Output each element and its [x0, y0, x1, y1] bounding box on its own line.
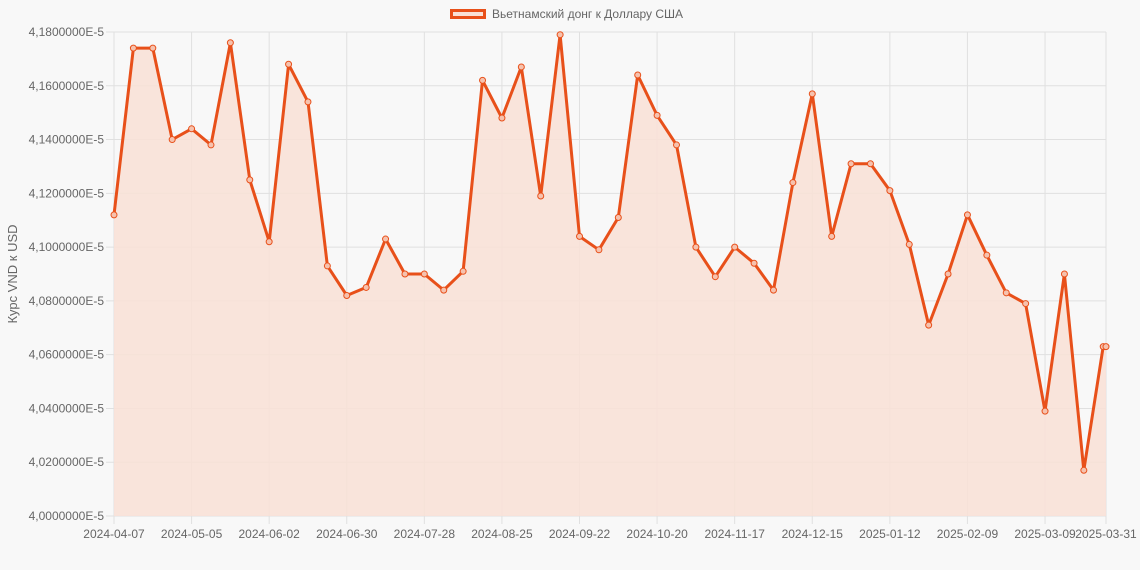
- data-point-marker: [808, 90, 816, 98]
- legend-item[interactable]: Вьетнамский донг к Доллару США: [450, 7, 683, 21]
- data-point-marker: [382, 235, 390, 243]
- data-point-marker: [866, 160, 874, 168]
- data-point-marker: [304, 98, 312, 106]
- y-tick-label: 4,0600000E-5: [29, 348, 105, 362]
- data-point-marker: [343, 292, 351, 300]
- x-tick-label: 2024-06-30: [316, 527, 378, 541]
- data-point-marker: [692, 243, 700, 251]
- y-tick-label: 4,0400000E-5: [29, 401, 105, 415]
- data-point-marker: [576, 232, 584, 240]
- data-point-marker: [828, 232, 836, 240]
- x-tick-label: 2024-09-22: [549, 527, 611, 541]
- x-tick-label: 2024-12-15: [782, 527, 844, 541]
- data-point-marker: [711, 273, 719, 281]
- y-tick-label: 4,1800000E-5: [29, 25, 105, 39]
- y-tick-label: 4,1600000E-5: [29, 79, 105, 93]
- y-tick-label: 4,1200000E-5: [29, 186, 105, 200]
- data-point-marker: [226, 39, 234, 47]
- x-tick-label: 2024-11-17: [704, 527, 765, 541]
- data-point-marker: [769, 286, 777, 294]
- x-tick-label: 2025-03-09: [1014, 527, 1076, 541]
- data-point-marker: [925, 321, 933, 329]
- data-point-marker: [944, 270, 952, 278]
- data-point-marker: [556, 31, 564, 39]
- area-fill: [114, 34, 1106, 516]
- data-point-marker: [479, 76, 487, 84]
- data-point-marker: [323, 262, 331, 270]
- data-point-marker: [401, 270, 409, 278]
- data-point-marker: [963, 211, 971, 219]
- data-point-marker: [731, 243, 739, 251]
- data-point-marker: [246, 176, 254, 184]
- data-point-marker: [517, 63, 525, 71]
- x-tick-label: 2025-01-12: [859, 527, 921, 541]
- y-tick-label: 4,1400000E-5: [29, 133, 105, 147]
- y-tick-label: 4,1000000E-5: [29, 240, 105, 254]
- data-point-marker: [207, 141, 215, 149]
- data-point-marker: [188, 125, 196, 133]
- data-point-marker: [362, 283, 370, 291]
- data-point-marker: [1060, 270, 1068, 278]
- x-tick-label: 2024-05-05: [161, 527, 223, 541]
- data-point-marker: [847, 160, 855, 168]
- data-point-marker: [886, 187, 894, 195]
- x-tick-label: 2025-03-31: [1075, 527, 1137, 541]
- y-axis-title: Курс VND к USD: [5, 224, 20, 323]
- y-tick-label: 4,0800000E-5: [29, 294, 105, 308]
- x-tick-label: 2024-04-07: [83, 527, 145, 541]
- data-point-marker: [1022, 300, 1030, 308]
- data-point-marker: [789, 179, 797, 187]
- data-point-marker: [614, 214, 622, 222]
- x-tick-label: 2024-06-02: [238, 527, 300, 541]
- x-tick-label: 2024-08-25: [471, 527, 533, 541]
- data-point-marker: [420, 270, 428, 278]
- data-point-marker: [265, 238, 273, 246]
- y-tick-label: 4,0000000E-5: [29, 509, 105, 523]
- data-point-marker: [129, 44, 137, 52]
- data-point-marker: [285, 60, 293, 68]
- data-point-marker: [459, 267, 467, 275]
- data-point-marker: [1002, 289, 1010, 297]
- legend-swatch-icon: [450, 9, 486, 19]
- y-tick-label: 4,0200000E-5: [29, 455, 105, 469]
- data-point-marker: [537, 192, 545, 200]
- data-point-marker: [595, 246, 603, 254]
- data-point-marker: [110, 211, 118, 219]
- x-tick-label: 2024-10-20: [626, 527, 688, 541]
- x-tick-label: 2024-07-28: [394, 527, 456, 541]
- data-point-marker: [149, 44, 157, 52]
- data-point-marker: [168, 136, 176, 144]
- data-point-marker: [498, 114, 506, 122]
- legend-label: Вьетнамский донг к Доллару США: [492, 7, 684, 21]
- data-point-marker: [983, 251, 991, 259]
- data-point-marker: [653, 111, 661, 119]
- data-point-marker: [440, 286, 448, 294]
- data-point-marker: [1080, 466, 1088, 474]
- data-point-marker: [1041, 407, 1049, 415]
- data-point-marker: [750, 259, 758, 267]
- data-point-marker: [634, 71, 642, 79]
- data-point-marker: [673, 141, 681, 149]
- data-point-marker: [1102, 343, 1110, 351]
- data-point-marker: [905, 240, 913, 248]
- x-tick-label: 2025-02-09: [937, 527, 999, 541]
